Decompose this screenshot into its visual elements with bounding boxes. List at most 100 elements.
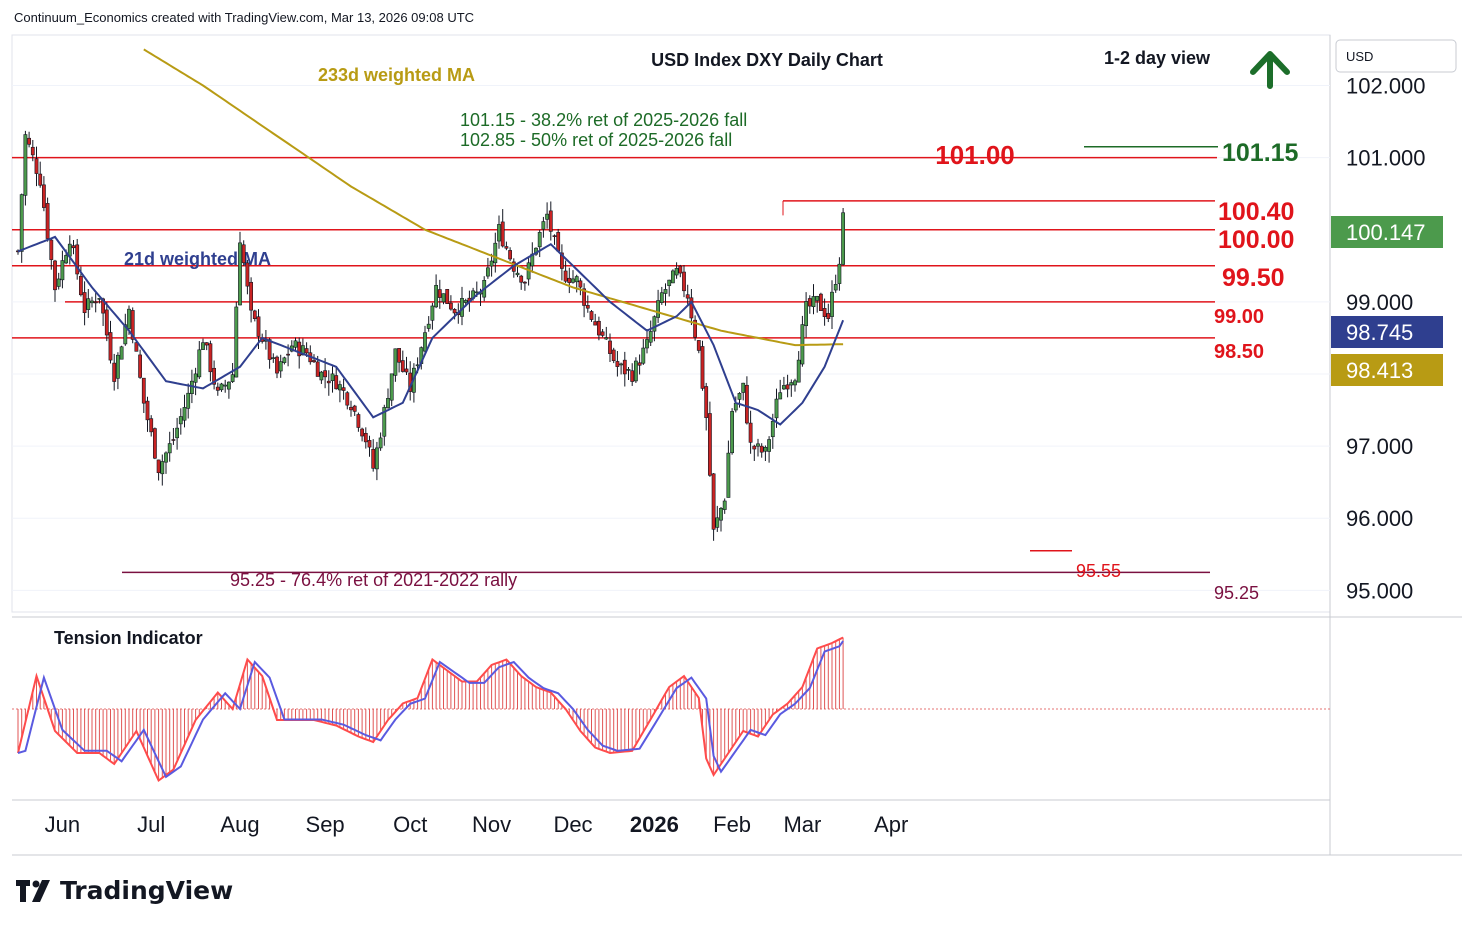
candle-body <box>826 313 831 319</box>
candle-body <box>682 271 686 292</box>
candle-body <box>164 452 168 463</box>
candle-body <box>19 194 24 252</box>
tradingview-brand: TradingView <box>16 876 233 905</box>
tradingview-brand-name: TradingView <box>60 876 234 905</box>
candle-body <box>426 323 431 329</box>
candle-body <box>130 310 135 340</box>
level-label: 100.00 <box>1218 226 1294 254</box>
up-arrow-icon <box>1250 51 1290 89</box>
candle-body <box>504 246 509 249</box>
candle-body <box>689 297 694 319</box>
candle-body <box>149 418 154 433</box>
candle-body <box>645 339 649 349</box>
candle-body <box>674 268 679 276</box>
candle-body <box>497 224 501 242</box>
candle-body <box>167 443 172 454</box>
price-badge <box>1331 316 1443 348</box>
currency-label: USD <box>1346 49 1373 64</box>
candle-body <box>64 255 69 264</box>
level-label: 100.40 <box>1218 198 1294 226</box>
candle-body <box>489 260 494 267</box>
candle-body <box>345 392 350 406</box>
candle-body <box>400 360 405 372</box>
candle-body <box>822 308 827 318</box>
candle-body <box>138 354 143 378</box>
candle-body <box>830 291 834 317</box>
candle-body <box>334 375 339 390</box>
candle-body <box>227 381 231 390</box>
candle-body <box>696 340 701 351</box>
y-tick-label: 101.000 <box>1346 146 1426 171</box>
candle-body <box>622 359 627 375</box>
level-label: 99.50 <box>1222 264 1285 292</box>
candle-body <box>267 339 272 360</box>
candle-body <box>186 392 191 409</box>
candle-body <box>541 221 546 230</box>
candle-body <box>585 305 590 309</box>
candle-body <box>637 362 642 366</box>
candle-body <box>175 427 180 439</box>
candle-body <box>434 285 439 308</box>
candle-body <box>352 405 357 412</box>
candle-body <box>719 507 723 521</box>
y-tick-label: 97.000 <box>1346 434 1413 459</box>
candle-body <box>134 342 139 352</box>
x-tick-label: Jul <box>137 812 165 837</box>
candle-body <box>445 289 450 304</box>
candle-body <box>593 321 598 326</box>
candle-body <box>297 341 302 357</box>
candle-body <box>371 448 376 469</box>
candle-body <box>386 398 390 409</box>
candle-body <box>748 422 753 443</box>
candle-body <box>360 428 365 437</box>
candle-body <box>123 324 128 345</box>
candle-body <box>104 309 109 336</box>
candle-body <box>193 373 198 383</box>
candle-body <box>604 337 609 340</box>
candle-body <box>707 413 712 476</box>
fib-101-15-label: 101.15 <box>1222 139 1299 167</box>
candle-body <box>818 293 823 311</box>
candle-body <box>485 267 490 277</box>
tradingview-logo-icon <box>16 879 50 902</box>
x-tick-label: Mar <box>783 812 821 837</box>
x-tick-label: Nov <box>472 812 511 837</box>
candle-body <box>774 398 779 419</box>
candle-body <box>256 316 261 337</box>
x-tick-label: Sep <box>306 812 345 837</box>
candle-body <box>837 263 842 284</box>
candle-body <box>93 301 98 304</box>
candle-body <box>249 281 254 311</box>
candle-body <box>711 473 716 530</box>
fib-annotation: 95.25 - 76.4% ret of 2021-2022 rally <box>230 570 517 590</box>
chart-title: USD Index DXY Daily Chart <box>651 50 883 70</box>
candle-body <box>71 245 76 249</box>
candle-body <box>589 311 594 320</box>
candle-body <box>275 356 279 374</box>
candle-body <box>49 239 54 260</box>
x-tick-label: 2026 <box>630 812 679 837</box>
candle-body <box>759 445 764 453</box>
candle-body <box>693 319 698 338</box>
candle-body <box>804 301 809 327</box>
candle-body <box>34 158 39 174</box>
candle-body <box>141 377 146 404</box>
level-label: 101.00 <box>935 140 1015 170</box>
candle-body <box>770 420 775 438</box>
candle-body <box>60 260 65 281</box>
candle-body <box>448 302 453 310</box>
x-tick-label: Oct <box>393 812 427 837</box>
candle-body <box>704 386 709 418</box>
candle-body <box>633 360 638 382</box>
candle-body <box>493 242 498 264</box>
ma233-label: 233d weighted MA <box>318 65 475 85</box>
candle-body <box>326 380 331 384</box>
candle-body <box>700 346 705 389</box>
candle-body <box>641 347 646 364</box>
x-tick-label: Apr <box>874 812 908 837</box>
fib-annotation: 102.85 - 50% ret of 2025-2026 fall <box>460 130 732 150</box>
candle-body <box>841 212 846 265</box>
candle-body <box>508 250 513 260</box>
candle-body <box>756 443 760 447</box>
candle-body <box>156 459 161 474</box>
